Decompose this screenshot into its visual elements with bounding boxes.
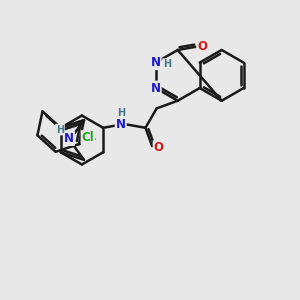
Text: H: H: [56, 124, 64, 135]
Text: H: H: [163, 59, 171, 69]
Text: N: N: [64, 132, 74, 145]
Text: Cl: Cl: [82, 131, 94, 144]
Text: N: N: [116, 118, 126, 130]
Text: O: O: [197, 40, 207, 53]
Text: N: N: [151, 82, 161, 94]
Text: H: H: [117, 108, 125, 118]
Text: N: N: [151, 56, 161, 69]
Text: O: O: [154, 141, 164, 154]
